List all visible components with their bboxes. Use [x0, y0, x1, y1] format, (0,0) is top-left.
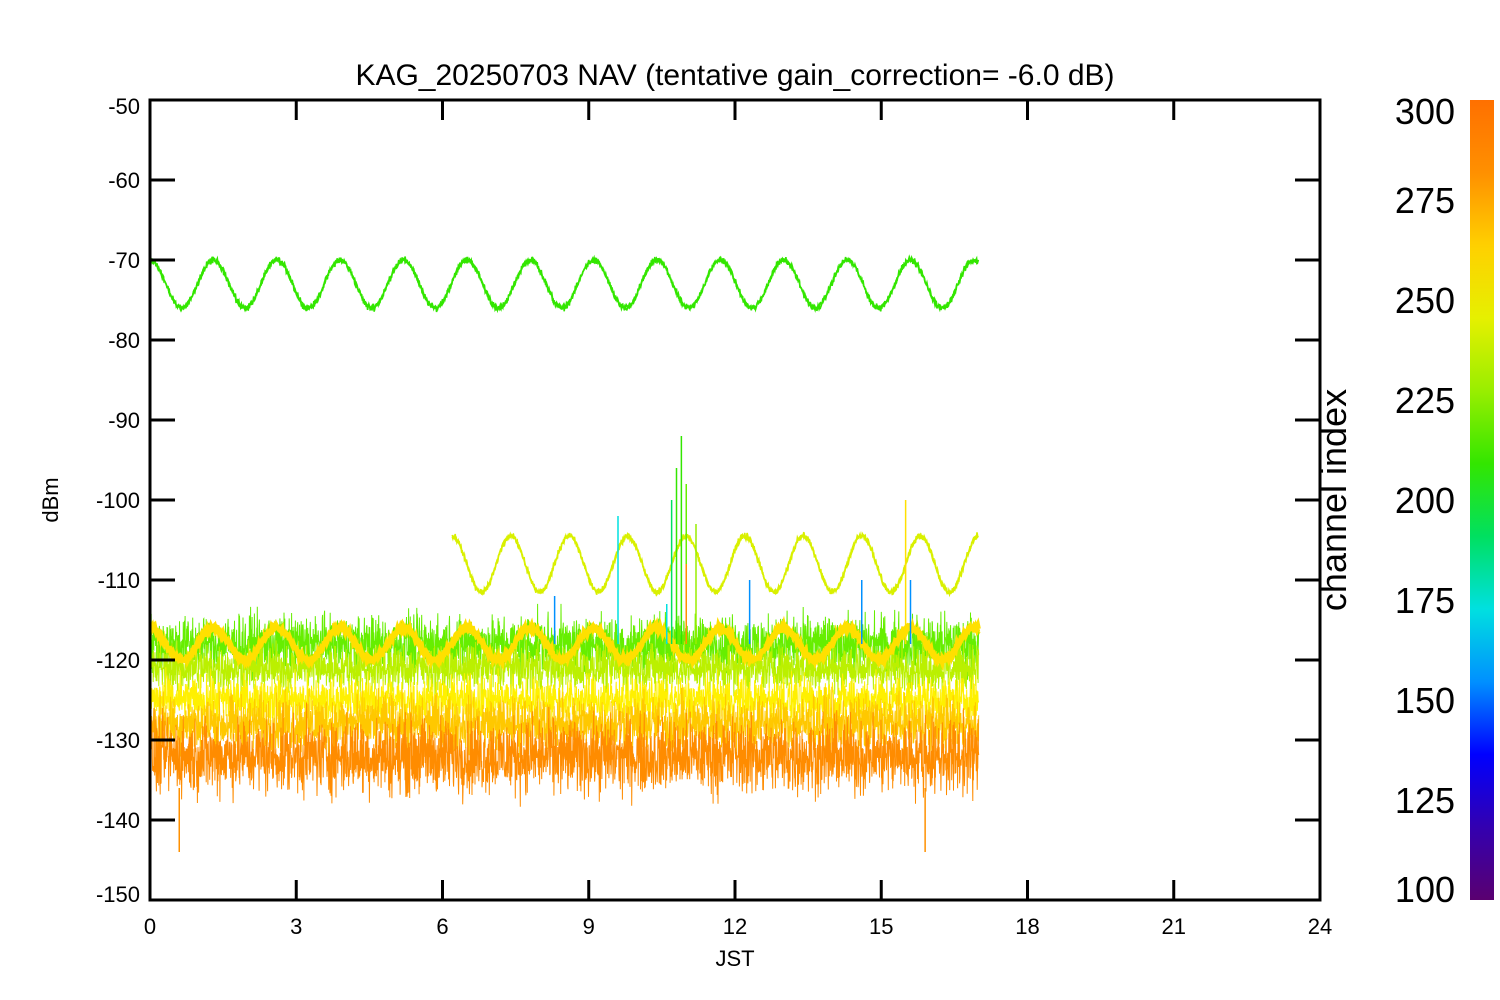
y-tick-label: -80 [108, 328, 140, 353]
series-line [451, 532, 979, 598]
y-tick-label: -60 [108, 168, 140, 193]
y-tick-label: -90 [108, 408, 140, 433]
y-tick-label: -100 [96, 488, 140, 513]
colorbar-tick-label: 100 [1395, 869, 1455, 910]
series-line-top [150, 255, 979, 313]
y-tick-label: -140 [96, 808, 140, 833]
x-tick-label: 15 [869, 914, 893, 939]
colorbar [1470, 100, 1494, 900]
series-line-top [451, 531, 979, 597]
x-tick-label: 24 [1308, 914, 1332, 939]
x-tick-label: 21 [1162, 914, 1186, 939]
series-ch265 [451, 532, 979, 598]
chart-title: KAG_20250703 NAV (tentative gain_correct… [355, 59, 1114, 92]
series-noise [150, 686, 980, 763]
y-tick-label: -110 [98, 568, 140, 593]
series-ch285 [150, 686, 980, 763]
x-tick-label: 12 [723, 914, 747, 939]
colorbar-tick-label: 250 [1395, 280, 1455, 321]
colorbar-label: channel index [1313, 389, 1354, 611]
x-axis-label: JST [715, 946, 754, 971]
colorbar-tick-label: 125 [1395, 780, 1455, 821]
y-tick-label: -130 [96, 728, 140, 753]
y-tick-label: -120 [96, 648, 140, 673]
x-tick-label: 3 [290, 914, 302, 939]
colorbar-tick-label: 275 [1395, 180, 1455, 221]
y-tick-label: -70 [108, 248, 140, 273]
x-axis: 0 3 6 9 12 15 18 21 24 [144, 100, 1332, 939]
series-line-top [150, 615, 981, 672]
series-ch295 [150, 702, 980, 807]
series-noise [150, 702, 980, 807]
colorbar-ticks: 300 275 250 225 200 175 150 125 100 [1395, 91, 1455, 910]
colorbar-tick-label: 175 [1395, 580, 1455, 621]
plot-frame [148, 98, 1322, 902]
colorbar-tick-label: 200 [1395, 480, 1455, 521]
x-tick-label: 6 [436, 914, 448, 939]
y-tick-label: -50 [108, 94, 140, 119]
x-tick-label: 9 [583, 914, 595, 939]
y-axis: -50 -60 -70 -80 -90 -100 -110 -120 -130 -140 -150 [96, 94, 1320, 907]
colorbar-tick-label: 150 [1395, 680, 1455, 721]
x-tick-label: 18 [1015, 914, 1039, 939]
data-layer [150, 254, 981, 852]
y-axis-label: dBm [38, 477, 63, 522]
y-tick-label: -150 [96, 882, 140, 907]
colorbar-tick-label: 225 [1395, 380, 1455, 421]
colorbar-tick-label: 300 [1395, 91, 1455, 132]
x-tick-label: 0 [144, 914, 156, 939]
